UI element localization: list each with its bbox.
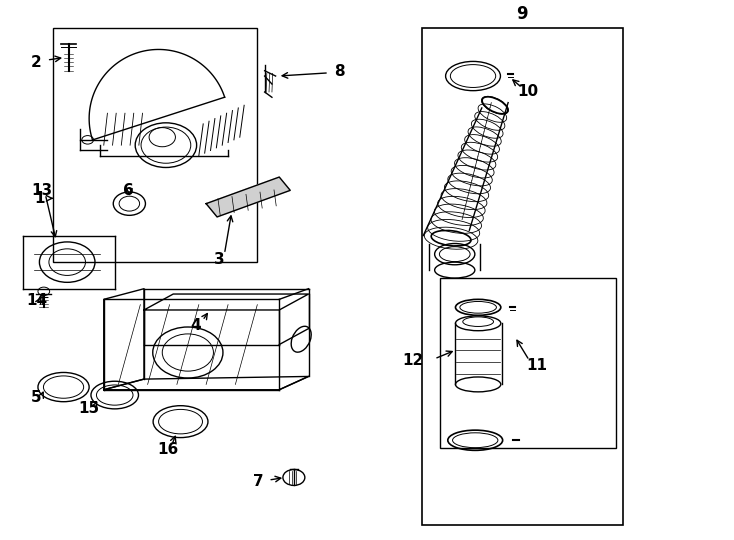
- Text: 2: 2: [31, 55, 42, 70]
- Text: 9: 9: [517, 5, 528, 23]
- Text: 15: 15: [79, 401, 100, 416]
- Text: 13: 13: [31, 183, 52, 198]
- Text: 11: 11: [526, 359, 548, 373]
- Text: 7: 7: [253, 474, 264, 489]
- Text: 8: 8: [334, 64, 344, 79]
- Text: 10: 10: [517, 84, 538, 99]
- Text: 12: 12: [403, 353, 424, 368]
- Text: 1: 1: [34, 191, 45, 206]
- Text: 16: 16: [158, 442, 179, 457]
- Text: 5: 5: [31, 390, 42, 405]
- Text: 4: 4: [190, 319, 200, 333]
- Text: 3: 3: [214, 252, 225, 267]
- Bar: [53, 28, 258, 262]
- Bar: [422, 28, 623, 525]
- Polygon shape: [206, 177, 290, 217]
- Text: 6: 6: [123, 183, 134, 198]
- Text: 14: 14: [26, 293, 47, 308]
- Bar: [440, 278, 616, 448]
